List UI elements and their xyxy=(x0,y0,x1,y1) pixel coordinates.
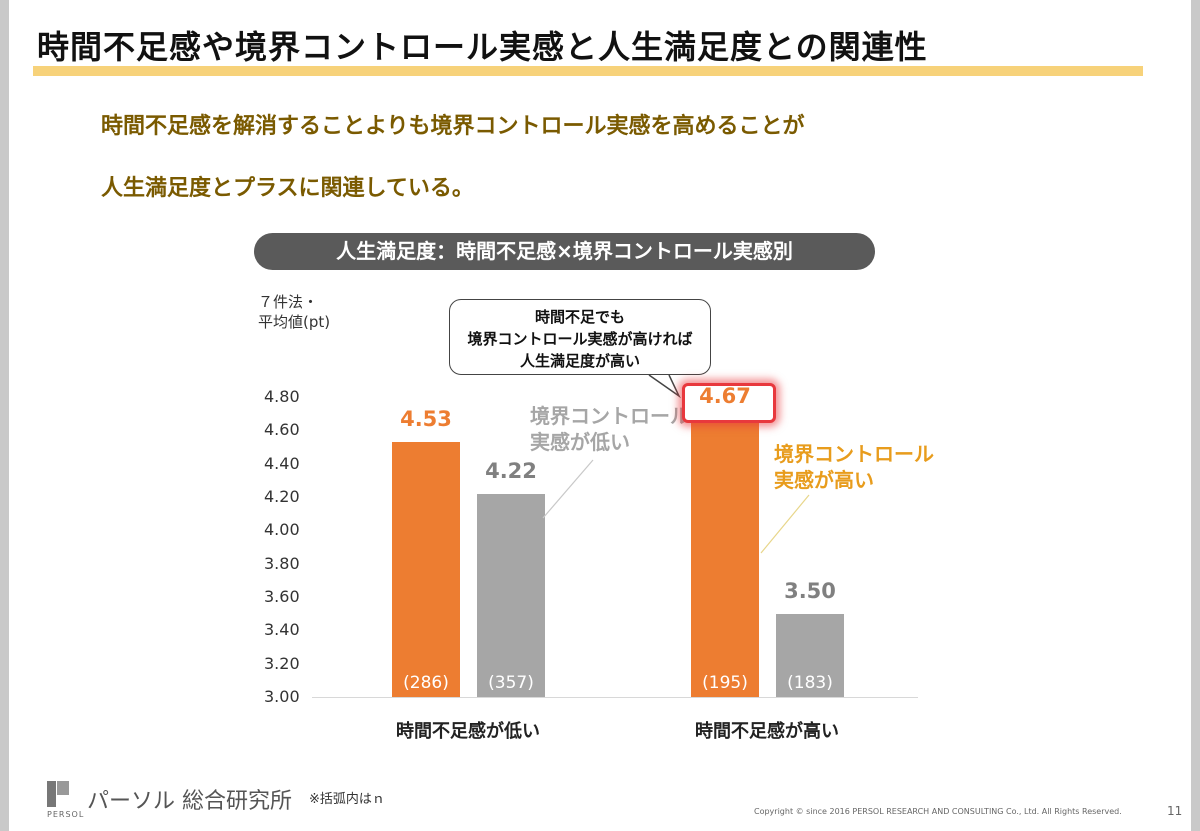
annotation-low-control: 境界コントロール 実感が低い xyxy=(530,403,690,455)
bar-n-label: (195) xyxy=(702,673,748,693)
annotation-low-line-2: 実感が低い xyxy=(530,430,630,454)
bar xyxy=(691,418,759,697)
bar-value-label: 4.22 xyxy=(485,458,537,483)
title-underline xyxy=(33,66,1143,76)
page-title: 時間不足感や境界コントロール実感と人生満足度との関連性 xyxy=(37,28,928,66)
callout-tail xyxy=(648,374,681,399)
subtitle-line-1: 時間不足感を解消することよりも境界コントロール実感を高めることが xyxy=(101,114,805,139)
y-tick-label: 3.60 xyxy=(264,587,300,606)
y-tick-label: 4.20 xyxy=(264,487,300,506)
callout-bubble: 時間不足でも 境界コントロール実感が高ければ 人生満足度が高い xyxy=(449,299,711,375)
chart-header: 人生満足度：時間不足感×境界コントロール実感別 xyxy=(254,233,875,270)
callout-line-3: 人生満足度が高い xyxy=(519,352,640,370)
bar xyxy=(392,442,460,697)
y-axis-label-line-1: ７件法・ xyxy=(258,293,319,311)
bar-value-label: 3.50 xyxy=(784,578,836,603)
logo-text: パーソル 総合研究所 xyxy=(87,789,292,814)
page-number: 11 xyxy=(1167,804,1183,818)
bar-n-label: (286) xyxy=(403,673,449,693)
annotation-high-control: 境界コントロール 実感が高い xyxy=(774,441,934,493)
y-axis-label-line-2: 平均値(pt) xyxy=(258,313,331,331)
callout-line-1: 時間不足でも xyxy=(534,308,625,326)
y-tick-label: 3.20 xyxy=(264,653,300,673)
y-tick-label: 4.40 xyxy=(264,453,300,473)
y-tick-label: 4.00 xyxy=(264,520,300,540)
annotation-high-line-2: 実感が高い xyxy=(774,468,874,492)
subtitle-line-2: 人生満足度とプラスに関連している。 xyxy=(101,176,474,201)
bar-n-label: (357) xyxy=(488,673,534,693)
footnote: ※括弧内はｎ xyxy=(309,792,385,807)
x-axis-line xyxy=(312,697,918,698)
y-axis-label: ７件法・ 平均値(pt) xyxy=(258,292,330,332)
y-tick-label: 3.40 xyxy=(264,620,300,640)
bar-value-label: 4.67 xyxy=(699,383,751,408)
bar xyxy=(477,493,545,697)
y-tick-label: 3.00 xyxy=(264,687,300,706)
persol-logo-icon xyxy=(47,781,69,807)
persol-logo-small: PERSOL xyxy=(47,810,85,819)
leader-line-high xyxy=(760,494,810,554)
y-tick-label: 4.60 xyxy=(264,420,300,440)
slide: 時間不足感や境界コントロール実感と人生満足度との関連性 時間不足感を解消すること… xyxy=(9,0,1191,831)
highlight-box xyxy=(682,383,776,423)
y-tick-label: 3.80 xyxy=(264,553,300,573)
bar-value-label: 4.53 xyxy=(400,407,452,431)
bar xyxy=(776,613,844,697)
category-label-low: 時間不足感が低い xyxy=(396,721,540,742)
y-tick-label: 4.80 xyxy=(264,387,300,406)
annotation-high-line-1: 境界コントロール xyxy=(774,442,934,466)
copyright: Copyright © since 2016 PERSOL RESEARCH A… xyxy=(754,807,1122,816)
category-label-high: 時間不足感が高い xyxy=(695,721,839,742)
callout-line-2: 境界コントロール実感が高ければ xyxy=(467,330,693,348)
annotation-low-line-1: 境界コントロール xyxy=(530,404,690,428)
bar-n-label: (183) xyxy=(787,673,833,693)
